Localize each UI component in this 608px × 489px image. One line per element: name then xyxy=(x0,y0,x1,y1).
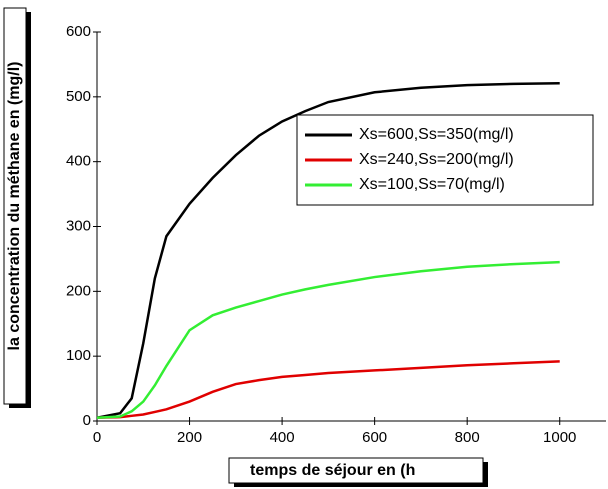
y-tick-label: 0 xyxy=(83,412,91,429)
y-tick-label: 100 xyxy=(66,347,91,364)
series-line xyxy=(96,81,560,419)
x-tick-label: 0 xyxy=(93,429,101,446)
x-tick-label: 600 xyxy=(362,429,387,446)
ylabel-box xyxy=(3,7,27,405)
series-line xyxy=(96,260,560,420)
y-axis-label: la concentration du méthane en (mg/l) xyxy=(6,62,23,351)
legend-label: Xs=600,Ss=350(mg/l) xyxy=(359,126,514,143)
x-tick-label: 800 xyxy=(455,429,480,446)
y-tick-label: 200 xyxy=(66,282,91,299)
series-line xyxy=(96,360,560,420)
y-tick-label: 400 xyxy=(66,153,91,170)
x-tick-label: 1000 xyxy=(543,429,576,446)
y-tick-label: 500 xyxy=(66,88,91,105)
legend-label: Xs=240,Ss=200(mg/l) xyxy=(359,151,514,168)
y-tick-label: 300 xyxy=(66,217,91,234)
x-axis-label: temps de séjour en (h xyxy=(250,462,415,479)
legend-label: Xs=100,Ss=70(mg/l) xyxy=(359,176,505,193)
xlabel-box xyxy=(228,457,484,484)
x-tick-label: 400 xyxy=(270,429,295,446)
x-tick-label: 200 xyxy=(177,429,202,446)
y-tick-label: 600 xyxy=(66,23,91,40)
